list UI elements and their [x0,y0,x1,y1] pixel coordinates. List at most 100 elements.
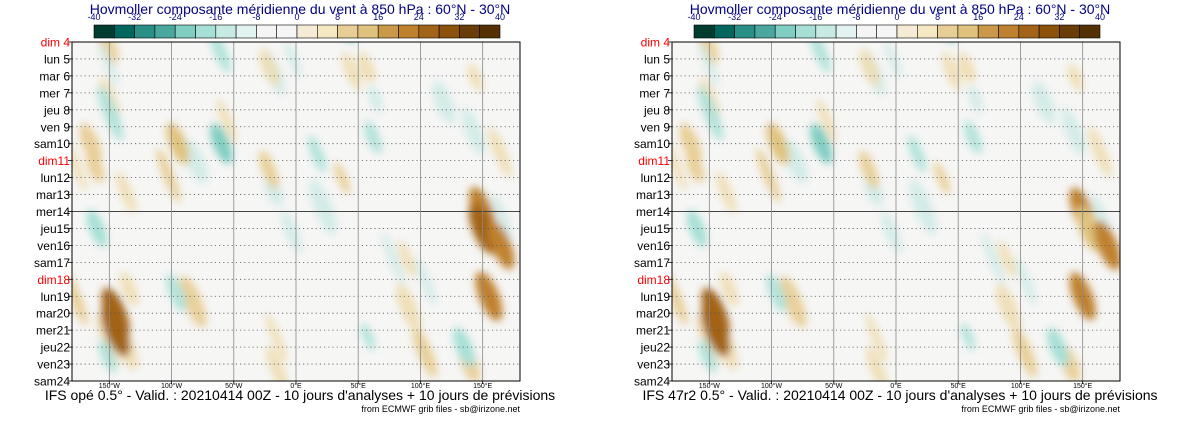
positive-anomaly-streak [779,275,807,328]
colorbar-swatch [693,24,715,39]
colorbar-tick-label: 0 [294,12,299,22]
negative-anomaly-streak [98,339,117,373]
y-tick-label: dim 4 [641,36,671,50]
y-tick-label: mer14 [636,205,670,219]
chart-title: Hovmoller composante méridienne du vent … [89,1,511,17]
positive-anomaly-streak [941,51,962,91]
negative-anomaly-streak [1061,108,1086,156]
colorbar-swatch [316,24,338,39]
positive-anomaly-streak [719,271,739,307]
colorbar-tick-label: -40 [687,12,700,22]
positive-anomaly-streak [216,98,237,143]
colorbar-swatch [754,24,776,39]
colorbar-swatch [1038,24,1060,39]
y-tick-label: mar 6 [39,69,70,83]
negative-anomaly-streak [364,120,382,154]
colorbar-swatch [459,24,480,39]
y-tick-label: mer21 [36,324,70,338]
positive-anomaly-streak [488,126,512,178]
negative-wind-feature [810,123,833,164]
colorbar-swatch [276,24,298,39]
y-tick-label: lun12 [641,171,671,185]
positive-wind-feature [1094,220,1120,271]
colorbar-tick-label: 40 [1095,12,1105,22]
colorbar-swatch [957,24,979,39]
colorbar-tick-label: 16 [973,12,983,22]
colorbar-swatch [337,24,359,39]
positive-wind-feature [101,303,130,357]
negative-anomaly-streak [908,135,927,173]
negative-wind-feature [86,209,108,248]
positive-anomaly-streak [756,148,781,203]
positive-anomaly-streak [865,312,888,363]
positive-anomaly-streak [816,98,837,143]
y-tick-label: jeu 8 [643,103,670,117]
colorbar-swatch [1059,24,1080,39]
x-tick-label: 50°E [351,382,367,390]
colorbar-tick-label: -8 [252,12,260,22]
y-tick-label: lun19 [41,290,71,304]
positive-anomaly-streak [866,346,889,381]
positive-anomaly-streak [259,48,280,87]
y-tick-label: mer 7 [39,86,70,100]
y-tick-label: jeu22 [40,341,71,355]
colorbar-swatch [714,24,735,39]
y-tick-label: dim18 [637,273,670,287]
positive-anomaly-streak [467,63,484,92]
positive-anomaly-streak [334,161,351,195]
negative-wind-feature [1047,327,1069,367]
x-tick-label: 0°E [290,382,302,390]
colorbar-swatch [795,24,817,39]
positive-anomaly-streak [179,275,207,328]
colorbar-swatch [174,24,196,39]
negative-anomaly-streak [309,179,337,235]
positive-anomaly-streak [115,171,137,214]
chart-footer: IFS opé 0.5° - Valid. : 20210414 00Z - 1… [44,387,556,403]
positive-anomaly-streak [1088,126,1112,178]
y-tick-label: jeu15 [40,222,71,236]
y-tick-label: ven23 [37,358,70,372]
y-tick-label: ven23 [637,358,670,372]
negative-anomaly-streak [97,85,124,141]
colorbar-swatch [377,24,399,39]
colorbar-swatch [215,24,237,39]
positive-anomaly-streak [412,326,437,378]
y-tick-label: mar13 [36,188,70,202]
positive-anomaly-streak [997,240,1016,278]
negative-anomaly-streak [909,179,937,235]
y-tick-label: ven 9 [41,120,71,134]
colorbar-swatch [998,24,1020,39]
y-tick-label: jeu 8 [43,103,70,117]
positive-wind-feature [679,123,702,164]
chart-credit: from ECMWF grib files - sb@irizone.net [361,404,520,414]
chart-title: Hovmoller composante méridienne du vent … [689,1,1111,17]
colorbar-tick-label: -32 [128,12,141,22]
colorbar-swatch [977,24,999,39]
negative-anomaly-streak [432,80,456,125]
colorbar-swatch [438,24,460,39]
y-tick-label: sam24 [34,375,70,389]
colorbar-tick-label: 32 [454,12,464,22]
colorbar-swatch [256,24,277,39]
chart-footer: IFS 47r2 0.5° - Valid. : 20210414 00Z - … [642,387,1158,403]
negative-anomaly-streak [698,339,717,373]
positive-anomaly-streak [266,346,289,381]
colorbar-tick-label: -24 [169,12,182,22]
plot-frame [71,41,521,382]
colorbar-tick-label: -16 [209,12,222,22]
negative-anomaly-streak [964,120,982,154]
negative-anomaly-streak [809,42,831,73]
negative-anomaly-streak [281,211,302,253]
y-tick-label: sam17 [634,256,670,270]
x-tick-label: 150°E [473,382,492,390]
negative-anomaly-streak [183,139,208,184]
colorbar-swatch [937,24,959,39]
plot-frame [671,41,1121,382]
colorbar-swatch [1018,24,1040,39]
colorbar-swatch [916,24,938,39]
colorbar-swatch [418,24,440,39]
colorbar-tick-label: 8 [935,12,940,22]
y-tick-label: mar13 [636,188,670,202]
negative-anomaly-streak [461,108,486,156]
y-tick-label: ven 9 [641,120,671,134]
